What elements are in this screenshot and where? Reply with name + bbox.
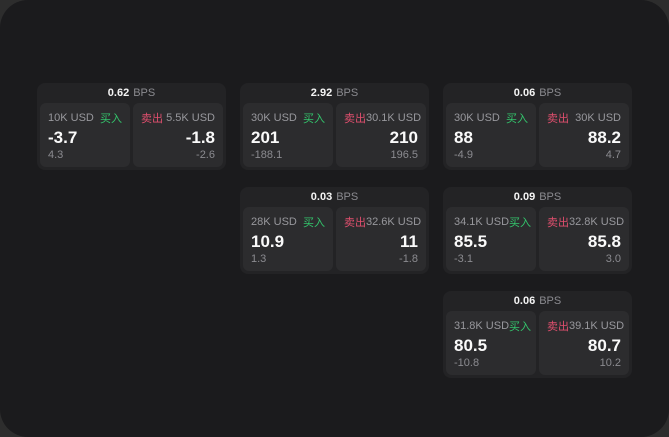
- bps-value: 0.03: [310, 191, 333, 203]
- bps-header: 0.06 BPS: [446, 83, 629, 103]
- sell-side-label: 卖出: [547, 113, 569, 125]
- buy-panel[interactable]: 34.1K USD 买入 85.5 -3.1: [446, 207, 536, 271]
- quote-card: 0.06 BPS 30K USD 买入 88 -4.9 卖出 30K USD: [443, 83, 632, 170]
- sell-size-label: 5.5K USD: [166, 112, 215, 124]
- bps-value: 0.06: [513, 87, 536, 99]
- bps-value: 0.09: [513, 191, 536, 203]
- sell-side-label: 卖出: [141, 113, 163, 125]
- sell-side-label: 卖出: [547, 321, 569, 333]
- buy-panel[interactable]: 28K USD 买入 10.9 1.3: [243, 207, 333, 271]
- quote-card: 0.62 BPS 10K USD 买入 -3.7 4.3 卖出 5.5K USD: [37, 83, 226, 170]
- sell-main-value: 210: [389, 128, 418, 147]
- bps-unit-label: BPS: [336, 87, 359, 99]
- sell-sub-value: 3.0: [605, 253, 621, 265]
- buy-size-label: 30K USD: [454, 112, 500, 124]
- buy-panel[interactable]: 30K USD 买入 88 -4.9: [446, 103, 536, 167]
- card-body: 10K USD 买入 -3.7 4.3 卖出 5.5K USD -1.8 -2.…: [40, 103, 223, 167]
- sell-panel[interactable]: 卖出 32.6K USD 11 -1.8: [336, 207, 426, 271]
- sell-panel[interactable]: 卖出 39.1K USD 80.7 10.2: [539, 311, 629, 375]
- sell-side-label: 卖出: [344, 217, 366, 229]
- buy-panel[interactable]: 10K USD 买入 -3.7 4.3: [40, 103, 130, 167]
- bps-header: 0.06 BPS: [446, 291, 629, 311]
- bps-header: 0.03 BPS: [243, 187, 426, 207]
- buy-side-label: 买入: [303, 217, 325, 229]
- bps-header: 0.09 BPS: [446, 187, 629, 207]
- bps-unit-label: BPS: [539, 87, 562, 99]
- buy-side-label: 买入: [100, 113, 122, 125]
- quote-card: 0.03 BPS 28K USD 买入 10.9 1.3 卖出 32.6K US…: [240, 187, 429, 274]
- buy-sub-value: 4.3: [48, 149, 64, 161]
- sell-main-value: 80.7: [587, 336, 621, 355]
- sell-side-label: 卖出: [344, 113, 366, 125]
- quote-card: 2.92 BPS 30K USD 买入 201 -188.1 卖出 30.1K …: [240, 83, 429, 170]
- buy-main-value: -3.7: [48, 128, 78, 147]
- buy-side-label: 买入: [509, 217, 532, 229]
- sell-sub-value: 10.2: [599, 357, 621, 369]
- sell-size-label: 30.1K USD: [366, 112, 422, 124]
- sell-size-label: 32.6K USD: [366, 216, 422, 228]
- buy-sub-value: -188.1: [251, 149, 283, 161]
- sell-sub-value: -2.6: [196, 149, 215, 161]
- sell-size-label: 39.1K USD: [569, 320, 625, 332]
- bps-unit-label: BPS: [539, 295, 562, 307]
- buy-side-label: 买入: [506, 113, 528, 125]
- bps-header: 0.62 BPS: [40, 83, 223, 103]
- buy-size-label: 31.8K USD: [454, 320, 510, 332]
- buy-sub-value: 1.3: [251, 253, 267, 265]
- buy-sub-value: -10.8: [454, 357, 480, 369]
- sell-sub-value: 196.5: [390, 149, 418, 161]
- sell-panel[interactable]: 卖出 30K USD 88.2 4.7: [539, 103, 629, 167]
- card-body: 28K USD 买入 10.9 1.3 卖出 32.6K USD 11 -1.8: [243, 207, 426, 271]
- buy-main-value: 85.5: [454, 232, 488, 251]
- buy-main-value: 201: [251, 128, 280, 147]
- buy-panel[interactable]: 30K USD 买入 201 -188.1: [243, 103, 333, 167]
- bps-header: 2.92 BPS: [243, 83, 426, 103]
- buy-size-label: 34.1K USD: [454, 216, 510, 228]
- bps-value: 0.62: [107, 87, 130, 99]
- sell-main-value: 88.2: [587, 128, 621, 147]
- buy-side-label: 买入: [303, 113, 325, 125]
- bps-unit-label: BPS: [539, 191, 562, 203]
- bps-value: 2.92: [310, 87, 333, 99]
- buy-panel[interactable]: 31.8K USD 买入 80.5 -10.8: [446, 311, 536, 375]
- sell-main-value: 85.8: [587, 232, 621, 251]
- buy-size-label: 10K USD: [48, 112, 94, 124]
- buy-main-value: 80.5: [454, 336, 488, 355]
- sell-size-label: 32.8K USD: [569, 216, 625, 228]
- card-body: 34.1K USD 买入 85.5 -3.1 卖出 32.8K USD 85.8…: [446, 207, 629, 271]
- sell-panel[interactable]: 卖出 30.1K USD 210 196.5: [336, 103, 426, 167]
- sell-sub-value: 4.7: [605, 149, 621, 161]
- buy-main-value: 10.9: [251, 232, 285, 251]
- card-body: 30K USD 买入 88 -4.9 卖出 30K USD 88.2 4.7: [446, 103, 629, 167]
- bps-unit-label: BPS: [133, 87, 156, 99]
- buy-main-value: 88: [454, 128, 473, 147]
- sell-sub-value: -1.8: [399, 253, 418, 265]
- buy-sub-value: -4.9: [454, 149, 473, 161]
- buy-sub-value: -3.1: [454, 253, 473, 265]
- buy-side-label: 买入: [509, 321, 532, 333]
- card-body: 30K USD 买入 201 -188.1 卖出 30.1K USD 210 1…: [243, 103, 426, 167]
- bps-value: 0.06: [513, 295, 536, 307]
- buy-size-label: 28K USD: [251, 216, 297, 228]
- sell-main-value: -1.8: [185, 128, 215, 147]
- card-body: 31.8K USD 买入 80.5 -10.8 卖出 39.1K USD 80.…: [446, 311, 629, 375]
- quote-card: 0.06 BPS 31.8K USD 买入 80.5 -10.8 卖出 39.1…: [443, 291, 632, 378]
- sell-size-label: 30K USD: [575, 112, 621, 124]
- sell-panel[interactable]: 卖出 32.8K USD 85.8 3.0: [539, 207, 629, 271]
- sell-main-value: 11: [400, 232, 418, 251]
- sell-side-label: 卖出: [547, 217, 569, 229]
- bps-unit-label: BPS: [336, 191, 359, 203]
- buy-size-label: 30K USD: [251, 112, 297, 124]
- quote-card: 0.09 BPS 34.1K USD 买入 85.5 -3.1 卖出 32.8K…: [443, 187, 632, 274]
- sell-panel[interactable]: 卖出 5.5K USD -1.8 -2.6: [133, 103, 223, 167]
- quote-card-grid: 0.62 BPS 10K USD 买入 -3.7 4.3 卖出 5.5K USD: [37, 83, 632, 378]
